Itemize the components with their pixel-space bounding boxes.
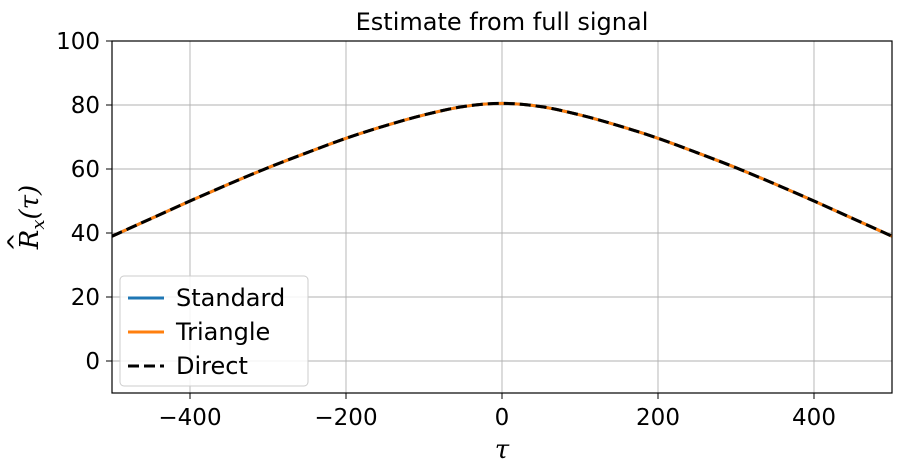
y-axis-label-arg: (τ) (15, 185, 45, 220)
y-axis-label-base: R (15, 230, 45, 251)
y-axis-label-hat: ^ (4, 232, 30, 251)
series-line-direct (112, 101, 892, 238)
legend-label-direct: Direct (176, 352, 248, 380)
y-axis-label: Rx(τ) ^ (4, 185, 49, 252)
y-axis-ticks: 0 20 40 60 80 100 (56, 29, 112, 375)
y-tick-label: 0 (85, 349, 100, 375)
chart-title: Estimate from full signal (356, 8, 649, 36)
y-tick-label: 100 (56, 29, 100, 55)
legend-label-standard: Standard (176, 284, 285, 312)
legend-box (119, 275, 309, 387)
y-tick-label: 60 (71, 157, 100, 183)
y-tick-label: 20 (71, 285, 100, 311)
y-tick-label: 80 (71, 93, 100, 119)
x-tick-label: 400 (792, 405, 836, 431)
legend: Standard Triangle Direct (119, 275, 309, 387)
y-tick-label: 40 (71, 221, 100, 247)
svg-text:Rx(τ): Rx(τ) (15, 185, 49, 250)
legend-label-triangle: Triangle (175, 318, 270, 346)
x-tick-label: −400 (158, 405, 221, 431)
x-tick-label: −200 (314, 405, 377, 431)
x-axis-ticks: −400 −200 0 200 400 (158, 393, 836, 431)
x-tick-label: 0 (495, 405, 510, 431)
y-axis-label-sub: x (28, 219, 49, 229)
x-axis-label: τ (495, 435, 510, 464)
series-layer (112, 101, 892, 238)
x-tick-label: 200 (636, 405, 680, 431)
